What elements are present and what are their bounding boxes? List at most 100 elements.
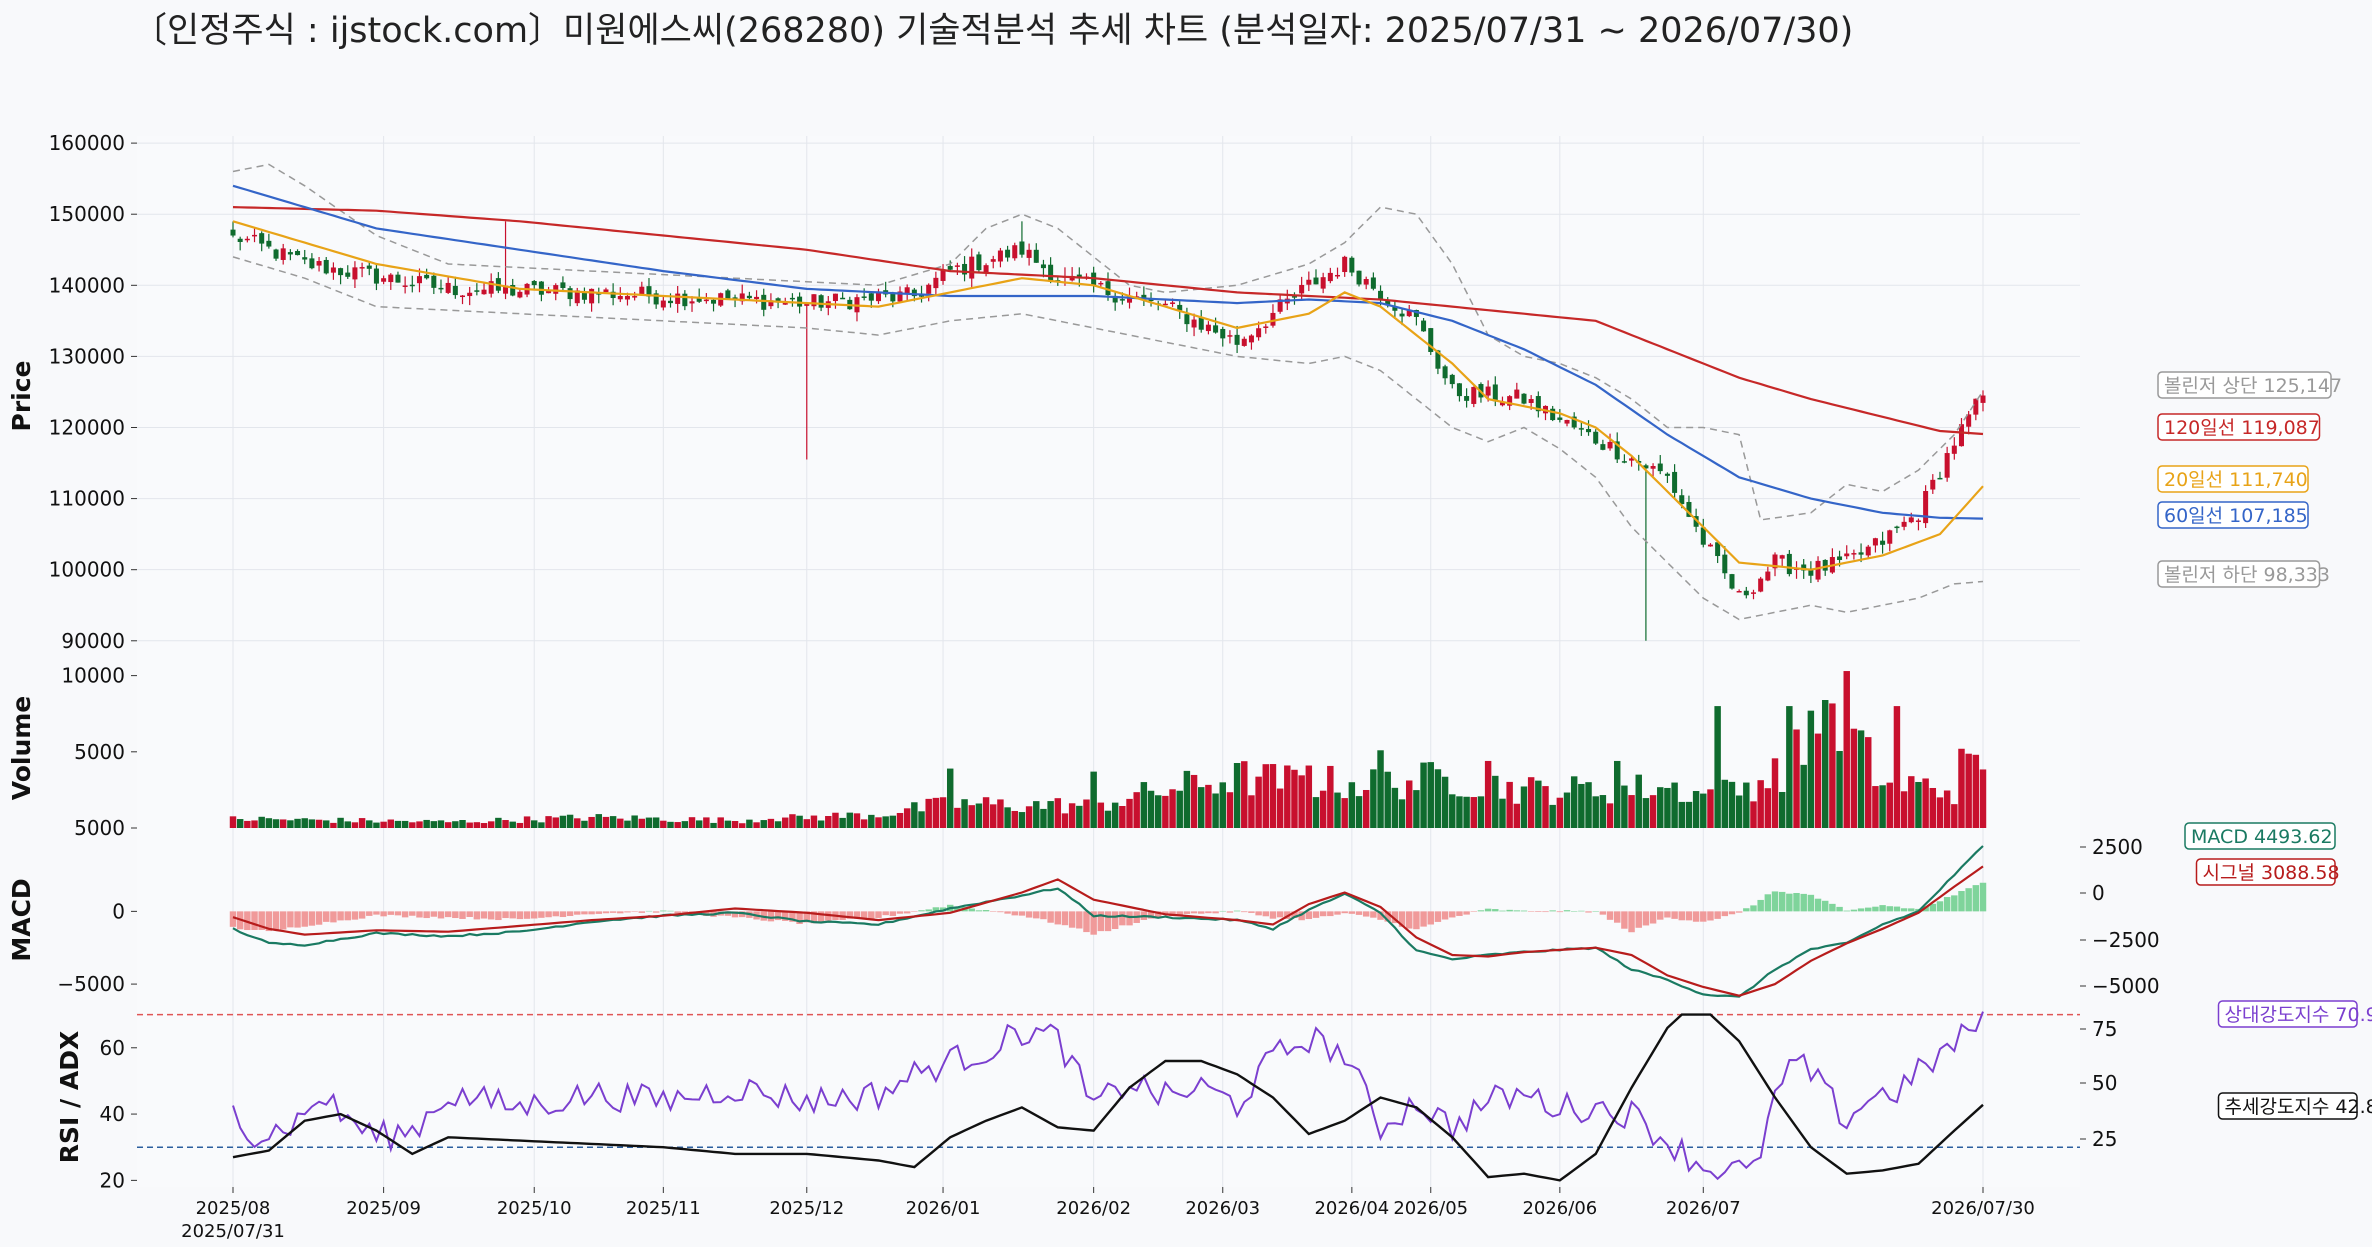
macd-histogram-bar: [423, 911, 430, 919]
macd-histogram-bar: [1635, 911, 1642, 928]
ma60-value-label: 60일선 107,185: [2164, 505, 2308, 527]
macd-histogram-bar: [473, 911, 481, 920]
macd-right-tick-label: −5000: [2092, 974, 2160, 998]
volume-bar: [710, 822, 717, 828]
macd-histogram-bar: [1700, 911, 1707, 922]
candle-body: [295, 250, 301, 256]
volume-bar: [1456, 796, 1463, 828]
candle-body: [1801, 564, 1807, 571]
volume-bar: [1033, 801, 1040, 828]
volume-bar: [1807, 710, 1815, 828]
candle-body: [610, 291, 616, 299]
adx-line: [232, 1013, 1984, 1182]
candle-body: [252, 234, 258, 237]
volume-bar: [832, 812, 839, 828]
candle-body: [1270, 312, 1276, 326]
volume-bar: [975, 803, 983, 828]
macd-histogram-bar: [1449, 911, 1456, 918]
macd-histogram-bar: [896, 911, 904, 914]
volume-bar: [1076, 805, 1083, 828]
macd-line: [232, 845, 1984, 998]
volume-bar: [810, 815, 818, 828]
candle-body: [962, 263, 968, 275]
macd-histogram-bar: [394, 911, 402, 916]
volume-bar: [459, 820, 466, 828]
macd-histogram-bar: [602, 911, 610, 914]
macd-right-tick-label: 2500: [2092, 835, 2143, 859]
rsi-left-tick-label: 20: [100, 1168, 125, 1192]
candle-body: [1514, 389, 1520, 399]
macd-histogram-bar: [1470, 911, 1478, 912]
macd-histogram-bar: [1685, 911, 1693, 921]
macd-histogram-bar: [638, 911, 646, 913]
volume-bar: [279, 819, 287, 828]
macd-histogram-bar: [846, 911, 854, 919]
adx-value-label: 추세강도지수 42.8: [2225, 1096, 2372, 1118]
volume-bar: [258, 816, 265, 828]
macd-histogram-bar: [1563, 910, 1571, 912]
volume-bar: [1764, 788, 1772, 828]
candle-body: [259, 233, 265, 244]
candle-body: [1657, 463, 1663, 472]
candle-body: [1413, 309, 1419, 317]
volume-bar: [1305, 765, 1313, 828]
candle-body: [424, 274, 430, 279]
volume-bar: [229, 816, 237, 828]
candle-body: [689, 301, 695, 304]
volume-bar: [444, 822, 452, 828]
macd-histogram-bar: [1413, 911, 1420, 930]
volume-bar: [1735, 795, 1743, 828]
price-axis-label: Price: [7, 361, 36, 432]
x-tick-label: 2025/11: [626, 1198, 701, 1219]
candle-body: [897, 291, 903, 302]
x-tick-label: 2025/08: [196, 1198, 271, 1219]
volume-bar: [1520, 786, 1528, 828]
volume-bar: [918, 811, 925, 828]
candle-body: [244, 238, 250, 241]
volume-bar: [272, 819, 280, 828]
candle-body: [1765, 571, 1771, 581]
macd-histogram-bar: [487, 911, 495, 920]
x-start-date-label: 2025/07/31: [181, 1221, 285, 1242]
volume-bar: [308, 819, 316, 828]
volume-bar: [1657, 787, 1664, 828]
macd-histogram-bar: [409, 911, 416, 916]
volume-bar: [1850, 728, 1858, 828]
macd-histogram-bar: [1104, 911, 1112, 932]
volume-bar: [1154, 795, 1162, 828]
rsi-left-tick-label: 40: [100, 1102, 125, 1126]
volume-bar: [1714, 706, 1721, 828]
candle-body: [1980, 395, 1986, 403]
macd-histogram-bar: [1169, 911, 1176, 917]
macd-histogram-bar: [1241, 911, 1248, 913]
volume-bar: [652, 817, 660, 828]
volume-bar: [1162, 795, 1169, 828]
price-tick-label: 120000: [49, 415, 125, 439]
macd-histogram-bar: [803, 911, 810, 923]
volume-bar: [717, 817, 724, 828]
macd-histogram-bar: [911, 911, 918, 912]
volume-bar: [1276, 788, 1284, 828]
candle-body: [531, 280, 537, 286]
candle-body: [359, 267, 365, 269]
macd-histogram-bar: [1305, 911, 1313, 920]
macd-histogram-bar: [1879, 905, 1886, 912]
candle-body: [366, 265, 372, 269]
macd-histogram-bar: [509, 911, 516, 919]
candle-body: [624, 296, 630, 300]
macd-axis-label: MACD: [7, 878, 36, 961]
volume-bar: [366, 820, 373, 828]
macd-histogram-bar: [1778, 891, 1786, 912]
macd-histogram-bar: [652, 911, 660, 913]
candle-body: [1241, 338, 1247, 346]
candle-body: [1327, 272, 1333, 282]
candle-body: [316, 261, 322, 266]
volume-bar: [1391, 787, 1399, 828]
volume-bar: [1298, 775, 1305, 828]
volume-bar: [1212, 793, 1219, 828]
macd-histogram-bar: [366, 911, 373, 916]
volume-bar: [1908, 776, 1915, 828]
candle-body: [1973, 398, 1979, 415]
macd-histogram-bar: [782, 911, 789, 921]
